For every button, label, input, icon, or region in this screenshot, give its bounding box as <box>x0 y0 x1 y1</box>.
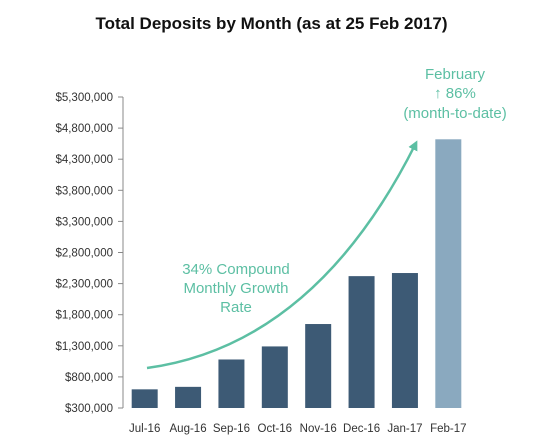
chart-title: Total Deposits by Month (as at 25 Feb 20… <box>95 14 448 33</box>
x-tick-label: Aug-16 <box>170 423 207 435</box>
y-tick-label: $2,300,000 <box>55 279 113 291</box>
y-tick-label: $5,300,000 <box>55 92 113 104</box>
bar-feb-17 <box>435 139 462 408</box>
y-tick-label: $800,000 <box>65 372 113 384</box>
growth-annotation-line: 34% Compound <box>182 261 290 278</box>
growth-annotation-line: Rate <box>220 299 252 316</box>
y-tick-label: $2,800,000 <box>55 248 113 260</box>
growth-arrow <box>146 140 418 370</box>
y-tick-label: $300,000 <box>65 403 113 415</box>
bar-sep-16 <box>218 359 245 408</box>
february-annotation-line: ↑ 86% <box>434 85 476 102</box>
y-tick-label: $4,300,000 <box>55 154 113 166</box>
bar-oct-16 <box>261 346 288 408</box>
y-tick-label: $3,300,000 <box>55 216 113 228</box>
x-tick-label: Jan-17 <box>387 423 422 435</box>
bar-jan-17 <box>391 273 418 408</box>
x-tick-label: Nov-16 <box>300 423 337 435</box>
growth-annotation: 34% Compound Monthly Growth Rate <box>182 261 290 316</box>
y-tick-label: $1,300,000 <box>55 341 113 353</box>
x-tick-label: Jul-16 <box>129 423 160 435</box>
y-tick-label: $1,800,000 <box>55 310 113 322</box>
x-tick-label: Feb-17 <box>430 423 466 435</box>
y-tick-label: $4,800,000 <box>55 123 113 135</box>
x-tick-label: Dec-16 <box>343 423 380 435</box>
bar-dec-16 <box>348 276 375 408</box>
bar-nov-16 <box>305 324 332 408</box>
february-annotation: February ↑ 86% (month-to-date) <box>403 66 506 122</box>
x-tick-label: Sep-16 <box>213 423 250 435</box>
x-tick-label: Oct-16 <box>258 423 293 435</box>
february-annotation-line: (month-to-date) <box>403 105 506 122</box>
growth-annotation-line: Monthly Growth <box>183 280 288 297</box>
bar-aug-16 <box>175 386 202 408</box>
bar-jul-16 <box>131 389 158 408</box>
february-annotation-line: February <box>425 66 486 83</box>
y-tick-label: $3,800,000 <box>55 185 113 197</box>
